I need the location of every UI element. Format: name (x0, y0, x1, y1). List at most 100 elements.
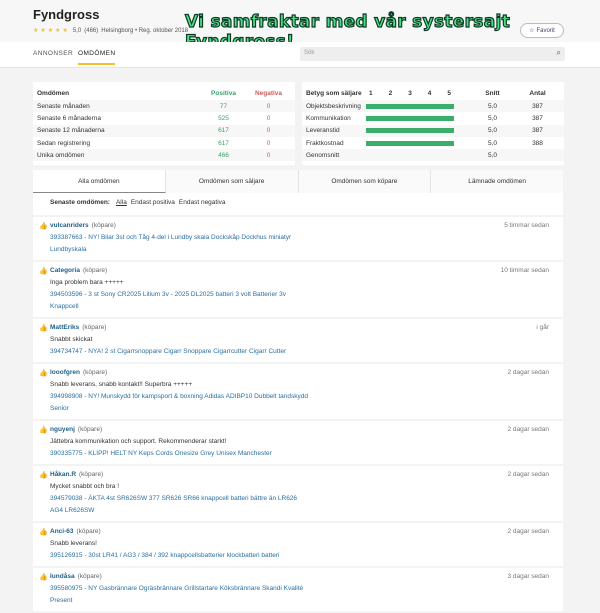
review-item: 👍 MattEriks (köpare) i går Snabbt skickat 394… (33, 319, 563, 362)
review-item: 👍 Anci-63 (köpare) 2 dagar sedan Snabb lever… (33, 523, 563, 566)
review-item: 👍 looofgren (köpare) 2 dagar sedan Snabb lev… (33, 364, 563, 419)
seller-rating-table: Betyg som säljare 1 2 3 4 5 Snitt Antal Objekts… (302, 82, 564, 166)
review-time: 2 dagar sedan (507, 528, 549, 535)
reviewer-role: (köpare) (77, 573, 102, 580)
shop-location-reg: Helsingborg • Reg. oktober 2018 (101, 27, 189, 34)
reviewer-link[interactable]: Categoria (50, 267, 80, 274)
tab-seller-reviews[interactable]: Omdömen som säljare (166, 170, 299, 193)
thumbs-up-icon: 👍 (39, 325, 48, 332)
rating-avg: 5,0 (487, 102, 498, 110)
rating-row: Fraktkostnad 5,0 388 (302, 137, 564, 149)
tab-annonser[interactable]: ANNONSER (33, 50, 74, 57)
reviewer-link[interactable]: Håkan.R (50, 471, 77, 478)
thumbs-up-icon: 👍 (39, 472, 48, 479)
thumbs-up-icon: 👍 (39, 529, 48, 536)
review-time: 5 timmar sedan (504, 222, 549, 229)
rating-label: Objektsbeskrivning (306, 102, 361, 110)
item-link[interactable]: 394579038 - ÄKTA 4st SR626SW 377 SR626 S… (50, 495, 298, 514)
item-link[interactable]: 393387663 - NY! Bilar 3st och Tåg 4-del … (50, 234, 292, 253)
col-header: Snitt (485, 89, 500, 97)
review-comment: Snabb leverans! (50, 540, 97, 547)
shop-header: Fyndgross ★★★★★ 5,0 (466) Helsingborg • … (0, 0, 600, 53)
review-time: 2 dagar sedan (507, 471, 549, 478)
rating-label: Kommunikation (306, 114, 351, 122)
tab-buyer-reviews[interactable]: Omdömen som köpare (299, 170, 432, 193)
search-placeholder: Sök (304, 50, 315, 56)
item-link[interactable]: 395580975 - NY Gasbrännare Ogräsbrännare… (50, 585, 304, 604)
negative-count: 0 (266, 114, 271, 122)
tab-omdomen[interactable]: OMDÖMEN (78, 50, 116, 65)
rating-bar (366, 103, 454, 109)
negative-count: 0 (266, 127, 271, 135)
positive-count: 525 (218, 114, 229, 122)
rating-avg: 5,0 (487, 114, 498, 122)
col-header: Positiva (211, 89, 236, 97)
negative-count: 0 (266, 102, 271, 110)
filter-label: Senaste omdömen: (50, 199, 110, 206)
reviewer-link[interactable]: MattEriks (50, 324, 80, 331)
reviewer-role: (köpare) (76, 528, 101, 535)
negative-count: 0 (266, 151, 271, 159)
reviewer-role: (köpare) (82, 267, 108, 274)
stats-row: Sedan registrering 617 0 (33, 137, 295, 149)
rating-bar (366, 140, 454, 146)
search-icon[interactable]: ⌕ (556, 48, 561, 57)
reviewer-link[interactable]: nguyenj (50, 426, 75, 433)
reviewer-link[interactable]: lundåsa (50, 573, 75, 580)
search-input[interactable]: Sök ⌕ (300, 47, 565, 61)
positive-count: 617 (218, 127, 229, 135)
rating-bar (366, 128, 454, 134)
review-comment: Inga problem bara +++++ (50, 279, 124, 286)
item-link[interactable]: 394503596 - 3 st Sony CR2025 Litium 3v -… (50, 291, 286, 310)
thumbs-up-icon: 👍 (39, 427, 48, 434)
shop-title: Fyndgross (33, 7, 100, 22)
scale-label: 3 (408, 89, 412, 97)
filter-negative[interactable]: Endast negativa (178, 199, 226, 206)
item-link[interactable]: 394734747 - NYA! 2 st Cigarrsnoppare Cig… (50, 348, 287, 355)
item-link[interactable]: 390335775 - KLIPP! HELT NY Keps Cords On… (50, 450, 272, 457)
review-item: 👍 Håkan.R (köpare) 2 dagar sedan Mycket snab… (33, 466, 563, 521)
stats-label: Senaste månaden (37, 102, 90, 110)
stats-row: Senaste 6 månaderna 525 0 (33, 112, 295, 124)
rating-row: Kommunikation 5,0 387 (302, 112, 564, 124)
rating-count: 387 (532, 127, 543, 135)
reviewer-role: (köpare) (77, 426, 103, 433)
review-item: 👍 Categoria (köpare) 10 timmar sedan Inga pr… (33, 262, 563, 317)
overall-label: Genomsnitt (306, 151, 340, 159)
rating-avg: 5,0 (487, 127, 498, 135)
rating-value: 5,0 (72, 27, 82, 34)
reviewer-link[interactable]: vulcanriders (50, 222, 89, 229)
review-comment: Snabb leverans, snabb kontakt!! Superbra… (50, 381, 193, 388)
filter-positive[interactable]: Endast positiva (130, 199, 175, 206)
shop-meta: ★★★★★ 5,0 (466) Helsingborg • Reg. oktob… (33, 27, 189, 35)
stats-row: Unika omdömen 466 0 (33, 149, 295, 162)
review-tabs: Alla omdömen Omdömen som säljare Omdömen… (33, 170, 563, 193)
rating-row: Objektsbeskrivning 5,0 387 (302, 100, 564, 113)
scale-label: 5 (447, 89, 451, 97)
review-comment: Mycket snabbt och bra ! (50, 483, 120, 490)
stats-row: Senaste månaden 77 0 (33, 100, 295, 113)
rating-avg: 5,0 (487, 139, 498, 147)
stats-label: Unika omdömen (37, 151, 85, 159)
review-comment: Snabbt skickat (50, 336, 93, 343)
thumbs-up-icon: 👍 (39, 223, 48, 230)
stats-label: Sedan registrering (37, 139, 91, 147)
favorite-button[interactable]: ☆ Favorit (520, 23, 564, 38)
filter-all[interactable]: Alla (115, 199, 127, 206)
review-time: 10 timmar sedan (500, 267, 549, 274)
rating-row: Leveranstid 5,0 387 (302, 124, 564, 137)
positive-count: 466 (218, 151, 229, 159)
tab-all-reviews[interactable]: Alla omdömen (33, 170, 166, 193)
reviewer-link[interactable]: Anci-63 (50, 528, 74, 535)
reviewer-link[interactable]: looofgren (50, 369, 80, 376)
review-time: 3 dagar sedan (507, 573, 549, 580)
reviewer-role: (köpare) (79, 471, 104, 478)
item-link[interactable]: 395126915 - 30st LR41 / AG3 / 384 / 392 … (50, 552, 280, 559)
review-time: 2 dagar sedan (507, 426, 549, 433)
item-link[interactable]: 394998908 - NY! Munskydd för kampsport &… (50, 393, 308, 412)
review-time: i går (536, 324, 549, 331)
positive-count: 617 (218, 139, 229, 147)
review-item: 👍 vulcanriders (köpare) 5 timmar sedan 39338… (33, 217, 563, 260)
review-time: 2 dagar sedan (507, 369, 549, 376)
tab-given-reviews[interactable]: Lämnade omdömen (468, 178, 527, 185)
